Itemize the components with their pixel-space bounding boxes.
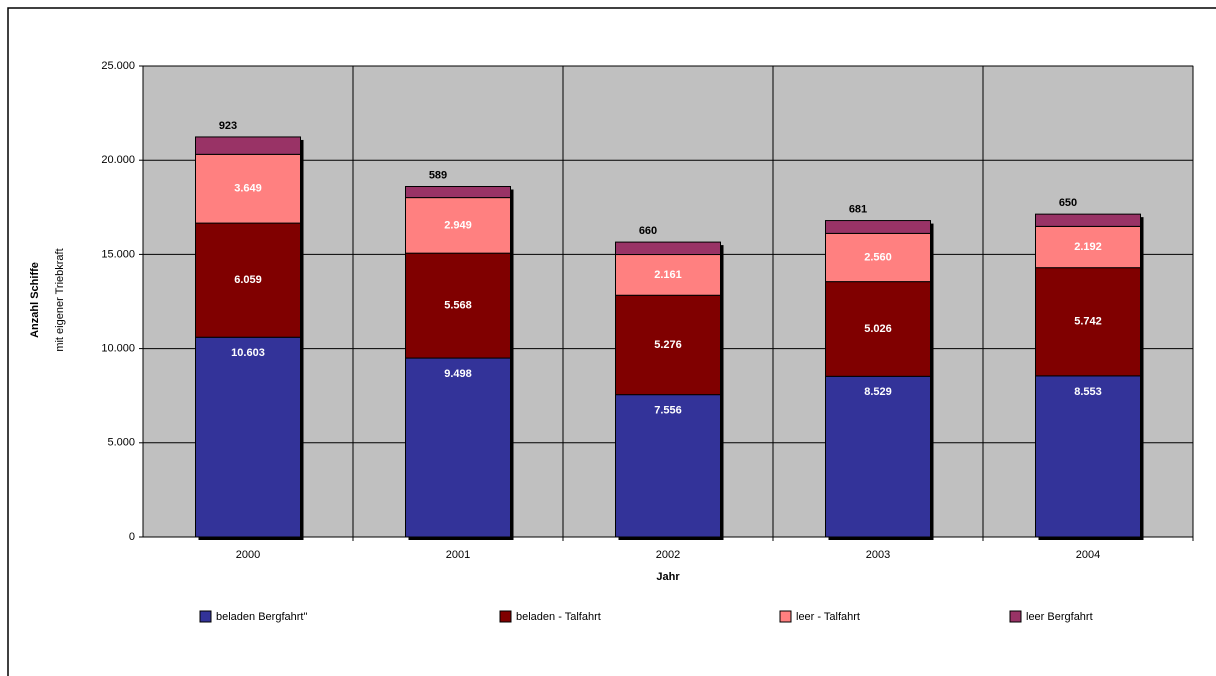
legend-label: beladen Bergfahrt" xyxy=(216,611,307,623)
x-tick-label: 2000 xyxy=(236,549,260,561)
value-label: 9.498 xyxy=(444,368,472,380)
x-tick-label: 2001 xyxy=(446,549,470,561)
legend-swatch xyxy=(1009,610,1022,623)
value-label: 2.161 xyxy=(654,269,682,281)
bar-segment xyxy=(405,186,511,199)
value-label: 6.059 xyxy=(234,274,262,286)
value-label: 5.568 xyxy=(444,300,472,312)
legend-swatch xyxy=(779,610,792,623)
value-label: 10.603 xyxy=(231,347,265,359)
bar-segment xyxy=(195,136,301,155)
value-label: 660 xyxy=(639,225,657,237)
value-label: 5.026 xyxy=(864,323,892,335)
y-tick-label: 5.000 xyxy=(107,437,135,449)
frame xyxy=(7,7,1216,676)
value-label: 2.949 xyxy=(444,219,472,231)
value-label: 681 xyxy=(849,203,867,215)
value-label: 8.529 xyxy=(864,386,892,398)
value-label: 8.553 xyxy=(1074,386,1102,398)
legend-swatch xyxy=(499,610,512,623)
bar-segment xyxy=(195,153,301,224)
bar-segment xyxy=(405,252,511,359)
value-label: 5.742 xyxy=(1074,316,1102,328)
y-tick-label: 25.000 xyxy=(101,60,135,72)
y-tick-label: 0 xyxy=(129,531,135,543)
value-label: 5.276 xyxy=(654,339,682,351)
legend-label: leer - Talfahrt xyxy=(796,611,860,623)
bar-segment xyxy=(1035,375,1141,538)
bar-segment xyxy=(405,357,511,538)
value-label: 589 xyxy=(429,169,447,181)
y-axis-title: Anzahl Schiffe xyxy=(29,262,41,338)
y-axis-subtitle: mit eigener Triebkraft xyxy=(54,248,66,351)
bar-segment xyxy=(825,281,931,377)
bar-segment xyxy=(1035,213,1141,227)
x-tick-label: 2004 xyxy=(1076,549,1100,561)
bar-segment xyxy=(195,336,301,538)
value-label: 650 xyxy=(1059,197,1077,209)
value-label: 2.560 xyxy=(864,251,892,263)
y-tick-label: 15.000 xyxy=(101,248,135,260)
value-label: 7.556 xyxy=(654,405,682,417)
bar-segment xyxy=(615,294,721,396)
legend-label: beladen - Talfahrt xyxy=(516,611,601,623)
y-tick-label: 20.000 xyxy=(101,154,135,166)
bar-segment xyxy=(195,222,301,338)
legend-swatch xyxy=(199,610,212,623)
bar-segment xyxy=(615,241,721,256)
bar-segment xyxy=(1035,225,1141,269)
y-tick-label: 10.000 xyxy=(101,343,135,355)
value-label: 923 xyxy=(219,120,237,132)
x-axis-title: Jahr xyxy=(656,571,680,583)
value-label: 2.192 xyxy=(1074,241,1102,253)
x-tick-label: 2003 xyxy=(866,549,890,561)
bar-segment xyxy=(615,394,721,538)
bar-segment xyxy=(825,375,931,538)
x-tick-label: 2002 xyxy=(656,549,680,561)
legend-label: leer Bergfahrt xyxy=(1026,611,1093,623)
bar-segment xyxy=(825,232,931,283)
bar-segment xyxy=(825,220,931,234)
value-label: 3.649 xyxy=(234,183,262,195)
bar-segment xyxy=(615,254,721,296)
bar-segment xyxy=(405,197,511,254)
bar-segment xyxy=(1035,267,1141,377)
